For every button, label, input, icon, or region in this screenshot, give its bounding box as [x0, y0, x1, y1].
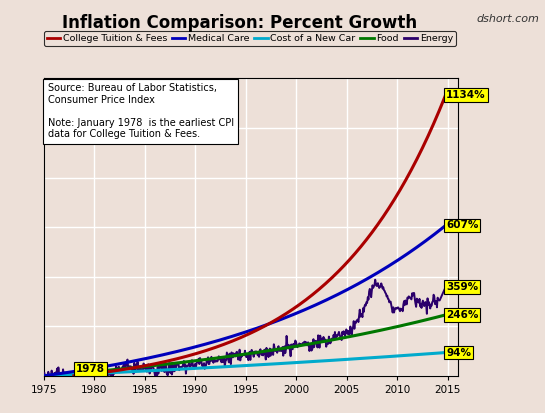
- Text: 1134%: 1134%: [446, 90, 486, 100]
- Text: 246%: 246%: [446, 310, 479, 320]
- Text: Source: Bureau of Labor Statistics,
Consumer Price Index

Note: January 1978  is: Source: Bureau of Labor Statistics, Cons…: [48, 83, 234, 139]
- Text: 1978: 1978: [76, 364, 105, 374]
- Text: 94%: 94%: [446, 347, 471, 358]
- Legend: College Tuition & Fees, Medical Care, Cost of a New Car, Food, Energy: College Tuition & Fees, Medical Care, Co…: [44, 31, 456, 46]
- Text: dshort.com: dshort.com: [477, 14, 540, 24]
- Text: 359%: 359%: [446, 282, 479, 292]
- Text: Inflation Comparison: Percent Growth: Inflation Comparison: Percent Growth: [62, 14, 417, 33]
- Text: 607%: 607%: [446, 221, 479, 230]
